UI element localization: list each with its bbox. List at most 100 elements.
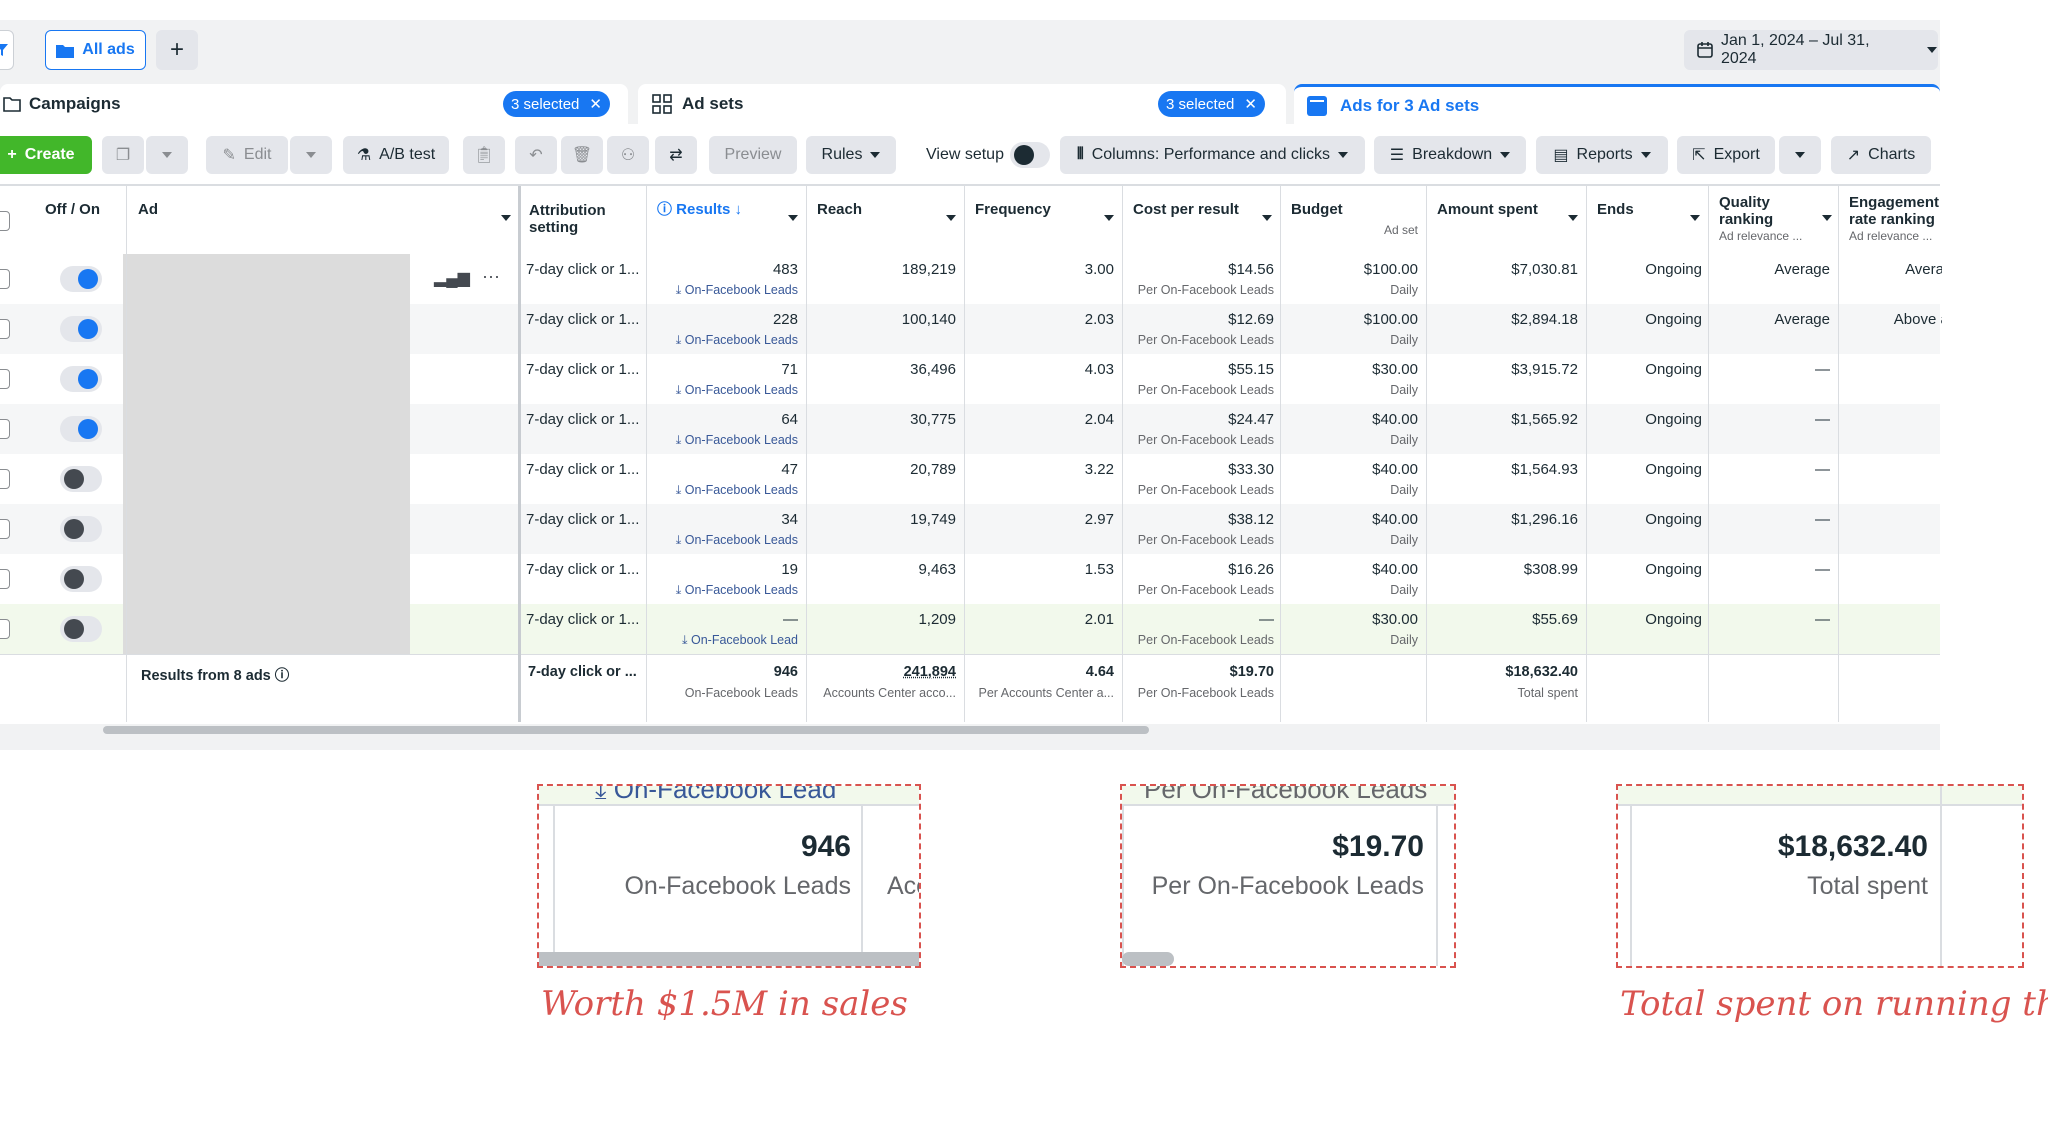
columns-icon: ⫴ bbox=[1076, 146, 1084, 163]
chevron-down-icon[interactable] bbox=[1822, 215, 1832, 221]
chevron-down-icon[interactable] bbox=[1690, 215, 1700, 221]
zoom-divider bbox=[861, 806, 863, 966]
columns-button[interactable]: ⫴ Columns: Performance and clicks bbox=[1060, 136, 1365, 174]
share-button[interactable]: ⇄ bbox=[655, 136, 697, 174]
export-dropdown[interactable] bbox=[1779, 136, 1821, 174]
edit-dropdown[interactable] bbox=[290, 136, 332, 174]
more-options-icon[interactable]: ··· bbox=[482, 266, 500, 286]
date-range-picker[interactable]: Jan 1, 2024 – Jul 31, 2024 bbox=[1684, 30, 1938, 70]
results-type-cell[interactable]: ⤓ On-Facebook Leads bbox=[650, 283, 798, 298]
close-icon[interactable]: ✕ bbox=[589, 96, 602, 113]
results-type-cell[interactable]: ⤓ On-Facebook Leads bbox=[650, 483, 798, 498]
results-type-cell[interactable]: ⤓ On-Facebook Leads bbox=[650, 383, 798, 398]
col-reach[interactable]: Reach bbox=[808, 186, 964, 252]
row-checkbox[interactable] bbox=[0, 419, 10, 439]
results-type-cell[interactable]: ⤓ On-Facebook Leads bbox=[650, 333, 798, 348]
col-cost-per-result[interactable]: Cost per result bbox=[1124, 186, 1280, 252]
ad-status-toggle[interactable] bbox=[60, 316, 102, 342]
toggle-knob bbox=[78, 319, 98, 339]
ad-status-toggle[interactable] bbox=[60, 266, 102, 292]
summary-reach[interactable]: 241,894 bbox=[903, 664, 956, 680]
audience-button[interactable]: ⚇ bbox=[607, 136, 649, 174]
rules-button[interactable]: Rules bbox=[806, 136, 896, 174]
filter-button[interactable] bbox=[0, 30, 14, 70]
zoom-divider bbox=[1940, 786, 1942, 966]
create-button[interactable]: + Create bbox=[0, 136, 92, 174]
close-icon[interactable]: ✕ bbox=[1244, 96, 1257, 113]
row-checkbox[interactable] bbox=[0, 519, 10, 539]
amount-spent-cell: $308.99 bbox=[1523, 561, 1578, 578]
col-ends[interactable]: Ends bbox=[1588, 186, 1708, 252]
chevron-down-icon[interactable] bbox=[788, 215, 798, 221]
chevron-down-icon[interactable] bbox=[1104, 215, 1114, 221]
row-checkbox[interactable] bbox=[0, 569, 10, 589]
ad-status-toggle[interactable] bbox=[60, 466, 102, 492]
duplicate-dropdown[interactable] bbox=[146, 136, 188, 174]
chevron-down-icon[interactable] bbox=[1262, 215, 1272, 221]
col-engagement-ranking[interactable]: Engagement rate ranking Ad relevance ... bbox=[1840, 186, 1940, 252]
chevron-down-icon[interactable] bbox=[501, 215, 511, 221]
results-cell: 64 bbox=[781, 411, 798, 428]
select-all-checkbox[interactable] bbox=[0, 211, 10, 231]
undo-button[interactable]: ↶ bbox=[515, 136, 557, 174]
col-engagement-label: Engagement rate ranking bbox=[1849, 194, 1940, 228]
ad-status-toggle[interactable] bbox=[60, 516, 102, 542]
results-type-cell[interactable]: ⤓ On-Facebook Leads bbox=[650, 533, 798, 548]
bar-chart-icon[interactable]: ▂▄▆ bbox=[434, 270, 470, 287]
breakdown-button[interactable]: ☰ Breakdown bbox=[1374, 136, 1526, 174]
zoom-spent-sub: Total spent bbox=[1807, 872, 1928, 900]
row-checkbox[interactable] bbox=[0, 469, 10, 489]
duplicate-button[interactable]: ❐ bbox=[102, 136, 144, 174]
col-amount-spent[interactable]: Amount spent bbox=[1428, 186, 1586, 252]
preview-label: Preview bbox=[724, 146, 782, 163]
summary-frequency-sub: Per Accounts Center a... bbox=[978, 686, 1115, 700]
preview-button[interactable]: Preview bbox=[709, 136, 797, 174]
horizontal-scrollbar[interactable] bbox=[103, 726, 1149, 734]
ad-sets-selected-pill[interactable]: 3 selected ✕ bbox=[1158, 91, 1265, 117]
edit-button[interactable]: ✎ Edit bbox=[206, 136, 288, 174]
chevron-down-icon bbox=[1927, 47, 1937, 53]
delete-button[interactable]: 🗑︎ bbox=[561, 136, 603, 174]
zoom-results-peek: Acc bbox=[887, 872, 919, 900]
ad-status-toggle[interactable] bbox=[60, 566, 102, 592]
col-ad[interactable]: Ad bbox=[129, 186, 519, 252]
col-attribution[interactable]: Attribution setting bbox=[520, 186, 648, 252]
col-quality-ranking[interactable]: Quality ranking Ad relevance ... bbox=[1710, 186, 1840, 252]
cost-per-result-sub: Per On-Facebook Leads bbox=[1137, 533, 1274, 547]
tab-ads[interactable]: Ads for 3 Ad sets bbox=[1294, 84, 1940, 124]
ad-status-toggle[interactable] bbox=[60, 416, 102, 442]
chevron-down-icon[interactable] bbox=[1568, 215, 1578, 221]
view-setup-toggle[interactable] bbox=[1010, 142, 1050, 168]
col-budget[interactable]: Budget Ad set bbox=[1282, 186, 1426, 252]
all-ads-button[interactable]: All ads bbox=[45, 30, 146, 70]
reach-cell: 36,496 bbox=[910, 361, 956, 378]
chevron-down-icon bbox=[1338, 152, 1349, 158]
col-frequency[interactable]: Frequency bbox=[966, 186, 1122, 252]
reports-button[interactable]: ▤ Reports bbox=[1536, 136, 1668, 174]
col-divider bbox=[126, 186, 127, 722]
budget-cell: $40.00 bbox=[1372, 561, 1418, 578]
row-checkbox[interactable] bbox=[0, 619, 10, 639]
row-checkbox[interactable] bbox=[0, 269, 10, 289]
campaigns-selected-pill[interactable]: 3 selected ✕ bbox=[503, 91, 610, 117]
results-type-cell[interactable]: ⤓ On-Facebook Leads bbox=[650, 433, 798, 448]
results-type-cell[interactable]: ⤓ On-Facebook Lead bbox=[650, 633, 798, 648]
calendar-icon bbox=[1697, 42, 1713, 58]
ab-test-button[interactable]: ⚗ A/B test bbox=[343, 136, 449, 174]
export-button[interactable]: ⇱ Export bbox=[1677, 136, 1775, 174]
col-off-on[interactable]: Off / On bbox=[36, 186, 126, 252]
row-checkbox[interactable] bbox=[0, 319, 10, 339]
results-type-text: On-Facebook Leads bbox=[684, 283, 798, 297]
charts-button[interactable]: ↗ Charts bbox=[1831, 136, 1931, 174]
results-type-cell[interactable]: ⤓ On-Facebook Leads bbox=[650, 583, 798, 598]
chevron-down-icon[interactable] bbox=[946, 215, 956, 221]
budget-sub: Daily bbox=[1390, 483, 1418, 497]
reach-cell: 9,463 bbox=[918, 561, 956, 578]
ad-status-toggle[interactable] bbox=[60, 366, 102, 392]
ad-status-toggle[interactable] bbox=[60, 616, 102, 642]
amount-spent-cell: $7,030.81 bbox=[1511, 261, 1578, 278]
col-results[interactable]: ⓘ Results ↓ bbox=[648, 186, 806, 252]
clipboard-button[interactable]: 📋︎ bbox=[463, 136, 505, 174]
row-checkbox[interactable] bbox=[0, 369, 10, 389]
add-view-button[interactable]: + bbox=[156, 30, 198, 70]
